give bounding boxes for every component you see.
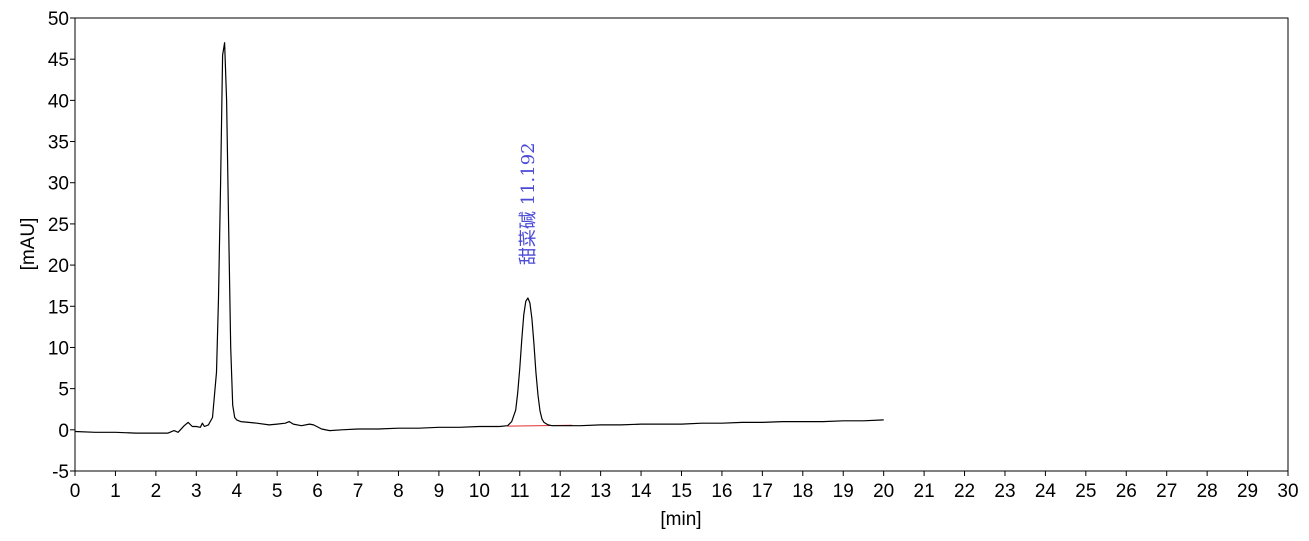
x-tick-label: 21 <box>914 481 935 502</box>
x-tick-label: 22 <box>954 481 975 502</box>
plot-frame <box>74 17 1289 472</box>
x-tick-label: 26 <box>1116 481 1137 502</box>
x-tick-label: 1 <box>110 481 121 502</box>
y-tick-label: 45 <box>48 50 69 71</box>
y-tick-label: 25 <box>48 215 69 236</box>
x-tick-label: 16 <box>711 481 732 502</box>
x-tick-label: 18 <box>792 481 813 502</box>
x-tick-label: 11 <box>510 481 530 502</box>
y-tick-label: 50 <box>48 9 69 30</box>
y-axis-title: [mAU] <box>18 218 39 271</box>
x-tick-label: 20 <box>873 481 894 502</box>
x-axis-title: [min] <box>660 509 701 530</box>
y-tick-label: 40 <box>48 91 69 112</box>
x-tick-label: 27 <box>1156 481 1177 502</box>
x-tick-label: 4 <box>231 481 242 502</box>
x-tick-label: 15 <box>671 481 692 502</box>
x-tick-label: 13 <box>590 481 611 502</box>
y-tick-label: 10 <box>48 338 69 359</box>
y-axis: -5 0 5 10 15 20 25 30 35 40 45 50 <box>48 9 75 483</box>
x-tick-label: 5 <box>272 481 283 502</box>
peak-annotations: 甜菜碱 11.192 <box>518 142 539 265</box>
x-axis: 0 1 2 3 4 5 6 7 8 9 10 11 12 13 14 15 16 17 18 19 20 21 22 23 24… <box>70 471 1299 502</box>
chromatogram-traces <box>74 42 884 434</box>
x-tick-label: 19 <box>833 481 854 502</box>
x-tick-label: 12 <box>550 481 571 502</box>
x-tick-label: 14 <box>630 481 652 502</box>
y-tick-label: 35 <box>48 133 69 154</box>
x-tick-label: 24 <box>1035 481 1057 502</box>
x-tick-label: 10 <box>469 481 490 502</box>
x-tick-label: 9 <box>434 481 445 502</box>
y-tick-label: -5 <box>52 462 69 483</box>
x-tick-label: 7 <box>353 481 364 502</box>
y-tick-label: 5 <box>58 380 69 401</box>
x-tick-label: 6 <box>312 481 323 502</box>
x-tick-label: 29 <box>1237 481 1258 502</box>
x-tick-label: 25 <box>1075 481 1096 502</box>
x-tick-label: 30 <box>1277 481 1298 502</box>
x-tick-label: 3 <box>191 481 202 502</box>
x-tick-label: 8 <box>393 481 404 502</box>
x-tick-label: 0 <box>70 481 81 502</box>
peak-annotation: 甜菜碱 11.192 <box>518 142 539 265</box>
x-tick-label: 23 <box>994 481 1015 502</box>
chromatogram-trace <box>74 42 884 434</box>
y-tick-label: 30 <box>48 174 69 195</box>
y-tick-label: 20 <box>48 256 69 277</box>
x-tick-label: 17 <box>752 481 773 502</box>
x-tick-label: 28 <box>1197 481 1218 502</box>
y-tick-label: 0 <box>58 421 69 442</box>
x-tick-label: 2 <box>151 481 162 502</box>
y-tick-label: 15 <box>48 297 69 318</box>
